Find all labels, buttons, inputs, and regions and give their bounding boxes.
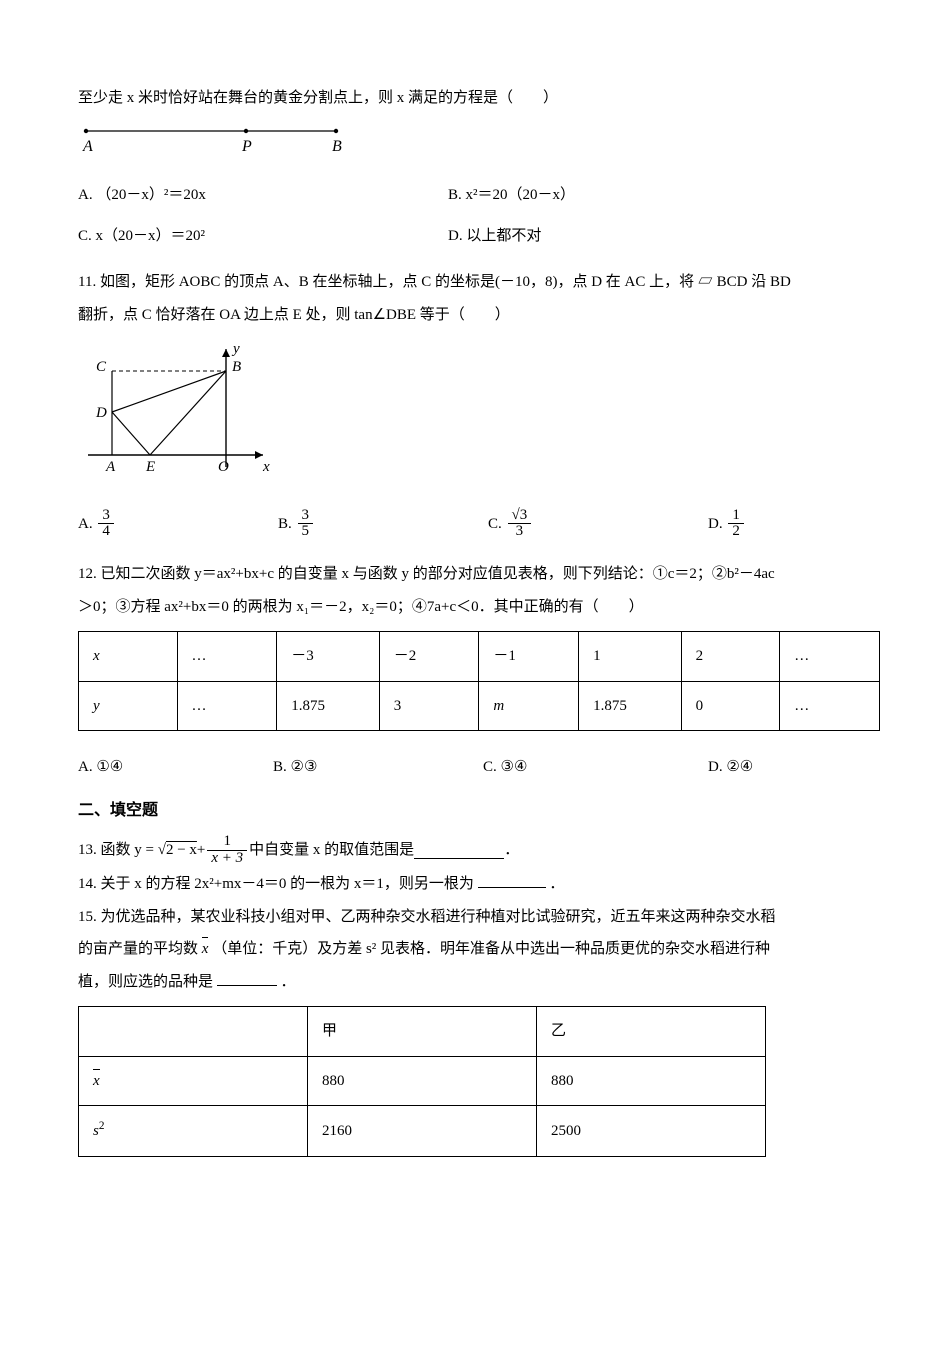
svg-text:O: O bbox=[218, 459, 229, 475]
table-cell: s2 bbox=[79, 1106, 308, 1157]
q12-options: A. ①④ B. ②③ C. ③④ D. ②④ bbox=[78, 753, 880, 782]
q11-line1: 11. 如图，矩形 AOBC 的顶点 A、B 在坐标轴上，点 C 的坐标是(－1… bbox=[78, 268, 880, 297]
table-cell: 甲 bbox=[308, 1007, 537, 1057]
q10-opt-a[interactable]: A. （20－x）²＝20x bbox=[78, 181, 448, 210]
table-cell: … bbox=[177, 681, 277, 731]
q11-opt-a[interactable]: A. 34 bbox=[78, 508, 278, 541]
q10-intro: 至少走 x 米时恰好站在舞台的黄金分割点上，则 x 满足的方程是（ ） bbox=[78, 84, 880, 113]
table-cell: … bbox=[780, 681, 880, 731]
table-cell: 1.875 bbox=[277, 681, 379, 731]
table-cell: … bbox=[177, 632, 277, 682]
table-cell bbox=[79, 1007, 308, 1057]
q11-options: A. 34 B. 35 C. √33 D. 12 bbox=[78, 508, 880, 541]
table-cell: 1 bbox=[579, 632, 681, 682]
table-cell: 1.875 bbox=[579, 681, 681, 731]
q11-diagram: y x C B D A E O bbox=[78, 337, 880, 498]
svg-text:P: P bbox=[241, 138, 252, 155]
svg-text:E: E bbox=[145, 459, 155, 475]
table-cell: 2160 bbox=[308, 1106, 537, 1157]
q11-opt-c[interactable]: C. √33 bbox=[488, 508, 708, 541]
table-cell: 880 bbox=[308, 1056, 537, 1106]
table-cell: x bbox=[79, 1056, 308, 1106]
svg-text:A: A bbox=[82, 138, 93, 155]
q12-table: x…－3－2－112…y…1.8753m1.8750… bbox=[78, 631, 880, 731]
q12-line2: ＞0；③方程 ax²+bx＝0 的两根为 x₁＝－2，x₂＝0；④7a+c＜0．… bbox=[78, 593, 880, 622]
q10-opt-c[interactable]: C. x（20－x）＝20² bbox=[78, 222, 448, 251]
table-cell: 乙 bbox=[537, 1007, 766, 1057]
q15-line2: 的亩产量的平均数 x （单位：千克）及方差 s² 见表格．明年准备从中选出一种品… bbox=[78, 935, 880, 964]
q12-line1: 12. 已知二次函数 y＝ax²+bx+c 的自变量 x 与函数 y 的部分对应… bbox=[78, 560, 880, 589]
q10-options-row1: A. （20－x）²＝20x B. x²＝20（20－x） bbox=[78, 181, 880, 210]
q12-opt-c[interactable]: C. ③④ bbox=[483, 753, 708, 782]
svg-text:B: B bbox=[232, 359, 241, 375]
q12-opt-b[interactable]: B. ②③ bbox=[273, 753, 483, 782]
section-2-title: 二、填空题 bbox=[78, 796, 880, 826]
table-cell: m bbox=[479, 681, 579, 731]
table-cell: 0 bbox=[681, 681, 780, 731]
q13: 13. 函数 y = √2 − x + 1x + 3 中自变量 x 的取值范围是… bbox=[78, 834, 880, 867]
q12-opt-d[interactable]: D. ②④ bbox=[708, 753, 753, 782]
table-cell: 2500 bbox=[537, 1106, 766, 1157]
q14: 14. 关于 x 的方程 2x²+mx－4＝0 的一根为 x＝1，则另一根为 ． bbox=[78, 870, 880, 899]
q15-table: 甲乙x880880s221602500 bbox=[78, 1006, 766, 1157]
svg-text:D: D bbox=[95, 405, 107, 421]
table-cell: －2 bbox=[379, 632, 479, 682]
q10-options-row2: C. x（20－x）＝20² D. 以上都不对 bbox=[78, 222, 880, 251]
q12-opt-a[interactable]: A. ①④ bbox=[78, 753, 273, 782]
svg-text:A: A bbox=[105, 459, 116, 475]
q15-line1: 15. 为优选品种，某农业科技小组对甲、乙两种杂交水稻进行种植对比试验研究，近五… bbox=[78, 903, 880, 932]
q10-diagram: A P B bbox=[78, 121, 880, 172]
table-cell: x bbox=[79, 632, 178, 682]
table-cell: 880 bbox=[537, 1056, 766, 1106]
svg-text:C: C bbox=[96, 359, 107, 375]
q11-opt-b[interactable]: B. 35 bbox=[278, 508, 488, 541]
q13-blank[interactable] bbox=[414, 841, 504, 859]
q15-blank[interactable] bbox=[217, 968, 277, 986]
q11-opt-d[interactable]: D. 12 bbox=[708, 508, 746, 541]
table-cell: －1 bbox=[479, 632, 579, 682]
q14-blank[interactable] bbox=[478, 871, 546, 889]
q15-line3: 植，则应选的品种是 ． bbox=[78, 968, 880, 997]
table-cell: 3 bbox=[379, 681, 479, 731]
q11-line2: 翻折，点 C 恰好落在 OA 边上点 E 处，则 tan∠DBE 等于（ ） bbox=[78, 301, 880, 330]
table-cell: y bbox=[79, 681, 178, 731]
svg-text:x: x bbox=[262, 459, 270, 475]
table-cell: … bbox=[780, 632, 880, 682]
svg-text:B: B bbox=[332, 138, 342, 155]
q10-opt-b[interactable]: B. x²＝20（20－x） bbox=[448, 181, 748, 210]
q10-opt-d[interactable]: D. 以上都不对 bbox=[448, 222, 748, 251]
svg-text:y: y bbox=[231, 341, 240, 357]
table-cell: 2 bbox=[681, 632, 780, 682]
table-cell: －3 bbox=[277, 632, 379, 682]
